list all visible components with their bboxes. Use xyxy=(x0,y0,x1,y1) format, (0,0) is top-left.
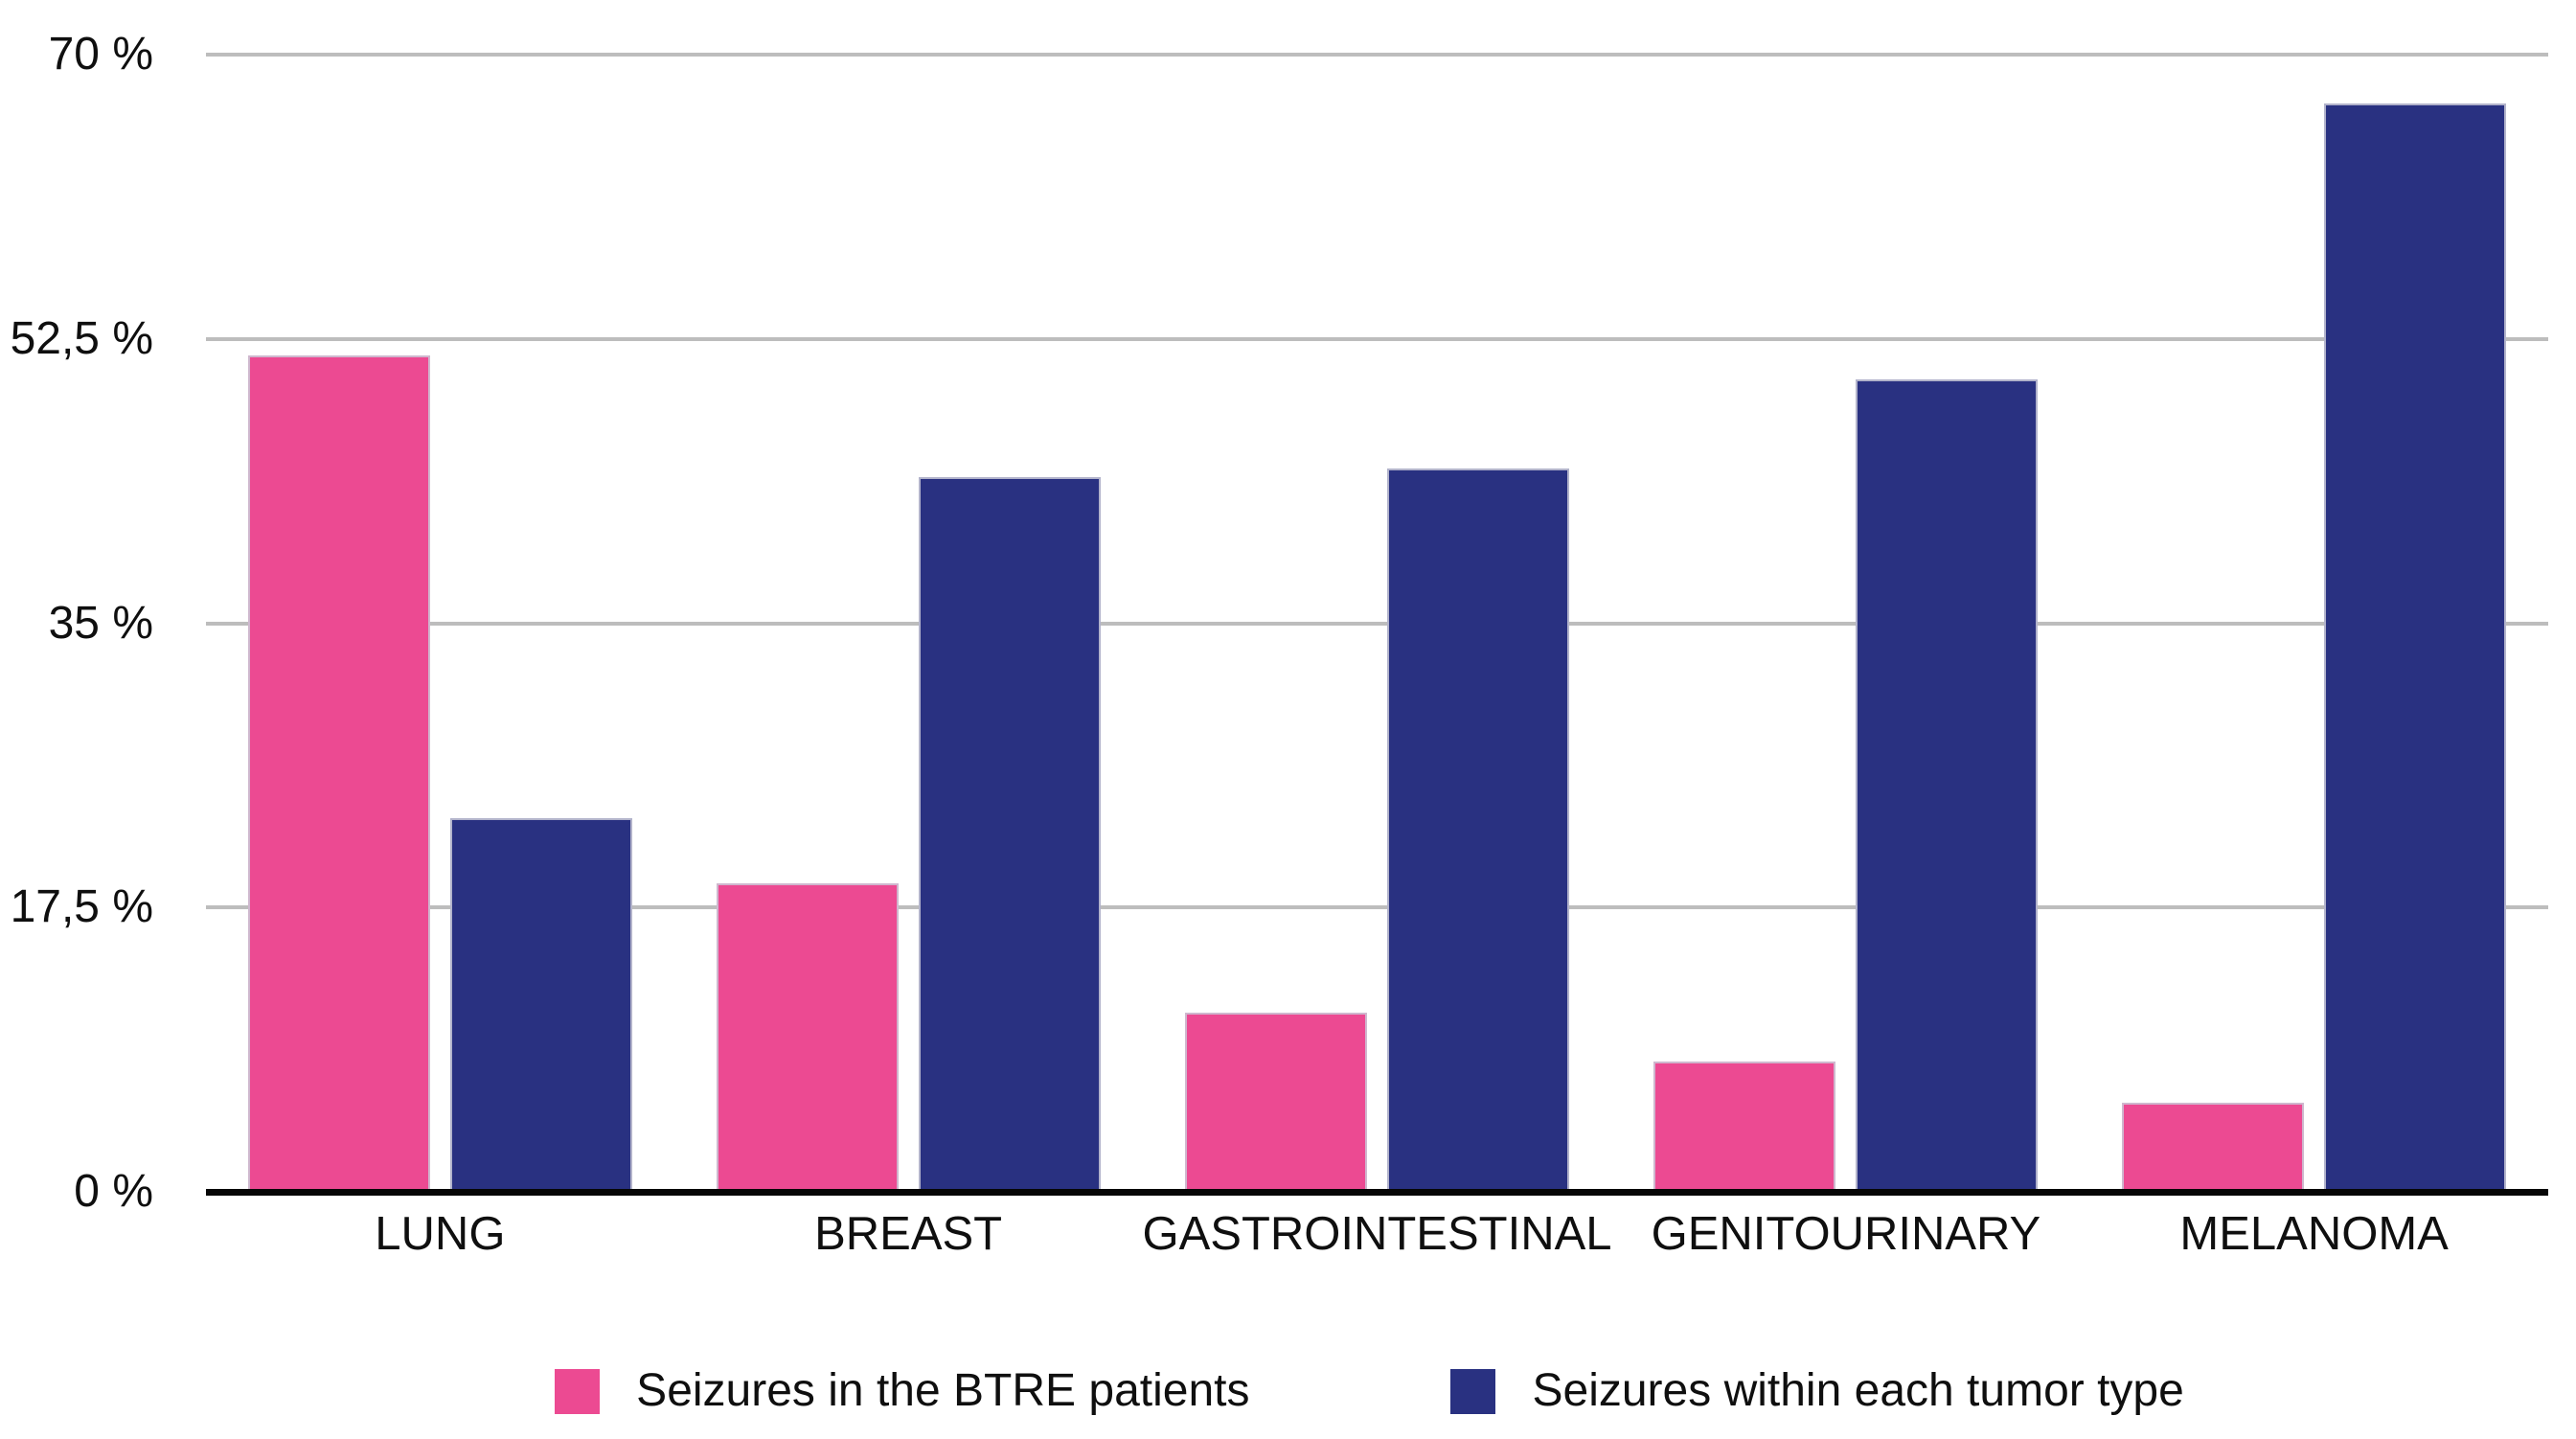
x-axis-category-labels: LUNG BREAST GASTROINTESTINAL GENITOURINARY M… xyxy=(206,1211,2548,1258)
category-label-genitourinary: GENITOURINARY xyxy=(1651,1208,2041,1260)
legend-item-1: Seizures in the BTRE patients xyxy=(555,1368,1249,1414)
bar-lung-btre-patients xyxy=(248,354,430,1192)
bar-group-breast xyxy=(674,55,1143,1192)
bar-melanoma-btre-patients xyxy=(2122,1102,2304,1192)
bar-lung-tumor-type xyxy=(450,818,632,1192)
gridline-17.5 xyxy=(206,905,2548,910)
category-label-lung: LUNG xyxy=(375,1208,506,1260)
legend-label: Seizures in the BTRE patients xyxy=(636,1365,1250,1416)
category-label-melanoma: MELANOMA xyxy=(2179,1208,2449,1260)
legend-swatch-icon xyxy=(1450,1368,1496,1414)
gridline-35 xyxy=(206,621,2548,626)
bar-gastrointestinal-tumor-type xyxy=(1387,468,1569,1192)
plot-area xyxy=(206,53,2548,1196)
bar-breast-btre-patients xyxy=(717,882,899,1192)
y-tick-label: 35 % xyxy=(48,597,153,649)
gridline-52.5 xyxy=(206,336,2548,341)
bar-group-melanoma xyxy=(2080,55,2548,1192)
legend-item-2: Seizures within each tumor type xyxy=(1450,1365,2184,1416)
y-tick-label: 70 % xyxy=(48,29,153,80)
bar-gastrointestinal-btre-patients xyxy=(1185,1013,1367,1192)
y-tick-label: 0 % xyxy=(74,1166,153,1217)
bar-group-genitourinary xyxy=(1611,55,2080,1192)
gridline-70 xyxy=(206,53,2548,57)
y-tick-label: 52,5 % xyxy=(10,312,153,364)
bar-breast-tumor-type xyxy=(919,476,1101,1192)
bar-genitourinary-tumor-type xyxy=(1856,379,2038,1192)
legend-swatch-icon xyxy=(555,1368,601,1414)
legend-label: Seizures within each tumor type xyxy=(1532,1365,2184,1416)
legend: Seizures in the BTRE patients Seizures wi… xyxy=(163,1368,2576,1414)
bars-container xyxy=(206,55,2548,1192)
bar-group-gastrointestinal xyxy=(1143,55,1611,1192)
bar-group-lung xyxy=(206,55,674,1192)
category-label-gastrointestinal: GASTROINTESTINAL xyxy=(1142,1208,1612,1260)
bar-melanoma-tumor-type xyxy=(2324,103,2506,1192)
category-label-breast: BREAST xyxy=(814,1208,1003,1260)
y-tick-label: 17,5 % xyxy=(10,881,153,933)
x-axis-line xyxy=(206,1189,2548,1196)
bar-genitourinary-btre-patients xyxy=(1653,1062,1835,1192)
y-axis-tick-labels: 70 % 52,5 % 35 % 17,5 % 0 % xyxy=(0,32,153,1215)
